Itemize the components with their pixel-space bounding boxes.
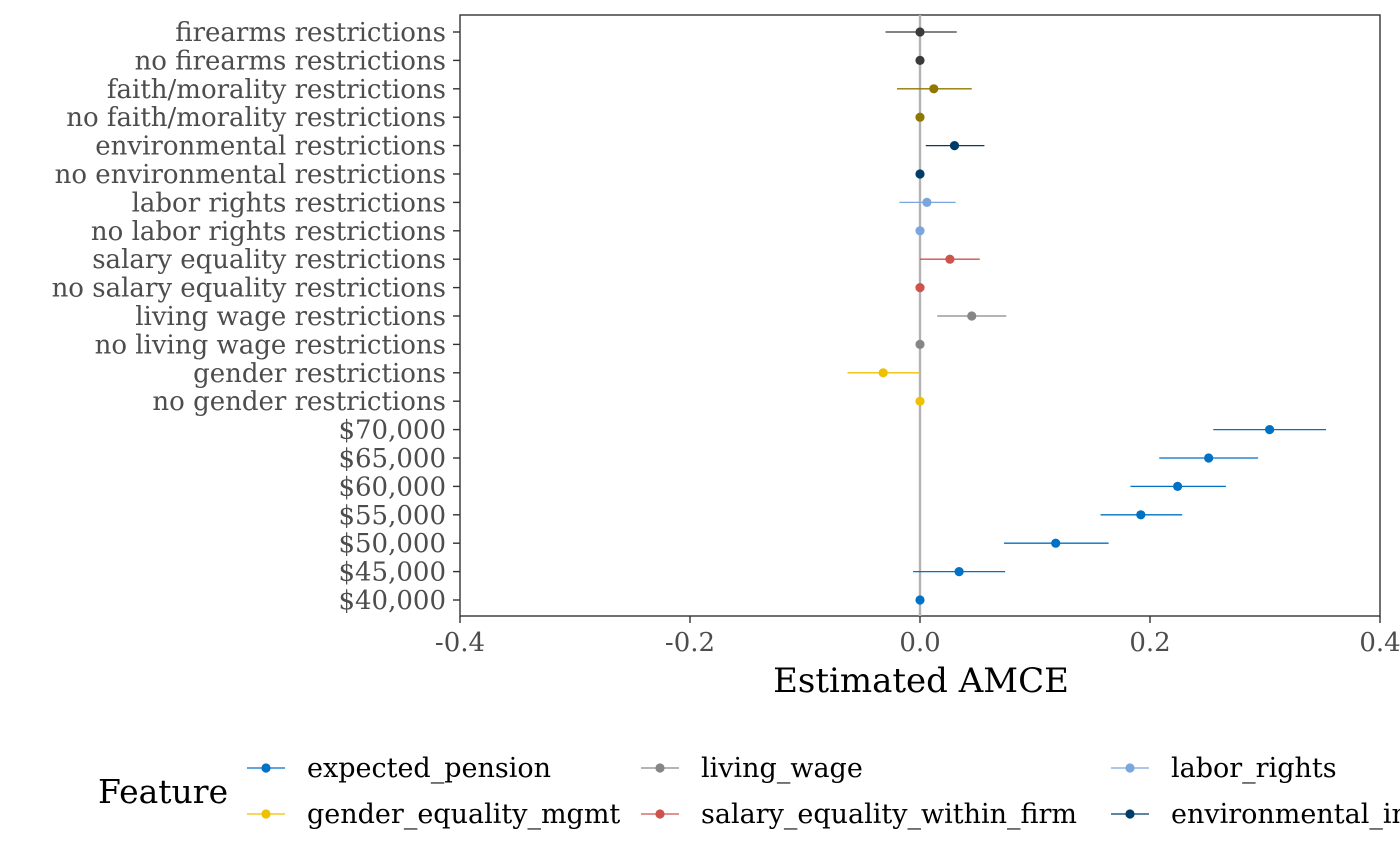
y-tick-label: $50,000 — [338, 529, 446, 559]
estimate-point — [915, 283, 925, 293]
estimate-point — [1204, 453, 1214, 463]
legend-key-point — [1125, 809, 1135, 819]
y-tick-label: $70,000 — [338, 416, 446, 446]
legend-key-point — [261, 809, 271, 819]
legend-label: labor_rights — [1171, 753, 1337, 784]
estimate-point — [929, 84, 939, 94]
estimate-point — [915, 339, 925, 349]
y-tick-label: gender restrictions — [193, 359, 446, 389]
x-tick-label: -0.2 — [665, 628, 715, 658]
legend-label: gender_equality_mgmt — [307, 799, 620, 830]
y-tick-label: environmental restrictions — [95, 132, 446, 162]
y-tick-label: no labor rights restrictions — [91, 217, 446, 247]
y-tick-label: $45,000 — [338, 558, 446, 588]
y-tick-label: no environmental restrictions — [55, 160, 446, 190]
x-axis: -0.4 -0.2 0.0 0.2 0.4 — [435, 616, 1400, 658]
estimate-point — [967, 311, 977, 321]
legend-key-point — [261, 763, 271, 773]
estimate-point — [915, 595, 925, 605]
x-tick-label: 0.0 — [899, 628, 940, 658]
legend-key-point — [655, 809, 665, 819]
x-axis-title: Estimated AMCE — [773, 661, 1069, 701]
y-tick-label: $55,000 — [338, 501, 446, 531]
estimate-point — [915, 27, 925, 37]
y-tick-label: firearms restrictions — [175, 18, 446, 48]
y-tick-label: salary equality restrictions — [92, 245, 446, 275]
data-marks — [847, 27, 1326, 605]
y-tick-label: no living wage restrictions — [95, 330, 446, 360]
estimate-point — [1173, 481, 1183, 491]
estimate-point — [915, 112, 925, 122]
y-tick-label: faith/morality restrictions — [107, 75, 446, 105]
estimate-point — [945, 254, 955, 264]
y-tick-label: no firearms restrictions — [135, 46, 446, 76]
legend-label: environmental_impact — [1171, 799, 1400, 830]
estimate-point — [915, 226, 925, 236]
estimate-point — [915, 55, 925, 65]
estimate-point — [949, 141, 960, 151]
y-tick-label: $60,000 — [338, 472, 446, 502]
legend-label: salary_equality_within_firm — [701, 799, 1077, 830]
estimate-point — [915, 169, 925, 179]
y-tick-label: $40,000 — [338, 586, 446, 616]
estimate-point — [1136, 510, 1146, 520]
y-tick-label: no gender restrictions — [152, 387, 446, 417]
estimate-point — [1051, 538, 1061, 548]
legend-key-point — [655, 763, 665, 773]
estimate-point — [922, 197, 932, 207]
y-tick-label: living wage restrictions — [135, 302, 446, 332]
x-tick-label: -0.4 — [435, 628, 485, 658]
x-tick-label: 0.4 — [1359, 628, 1400, 658]
legend-label: expected_pension — [307, 753, 551, 784]
legend-label: living_wage — [701, 753, 863, 784]
x-tick-label: 0.2 — [1129, 628, 1170, 658]
y-tick-label: labor rights restrictions — [132, 188, 446, 218]
y-tick-label: no salary equality restrictions — [52, 274, 446, 304]
estimate-point — [915, 396, 925, 406]
legend-title: Feature — [98, 772, 228, 811]
y-tick-label: no faith/morality restrictions — [66, 103, 446, 133]
legend-key-point — [1125, 763, 1135, 773]
estimate-point — [1265, 425, 1275, 435]
legend: expected_pension gender_equality_mgmt livi… — [247, 753, 1400, 830]
y-tick-label: $65,000 — [338, 444, 446, 474]
estimate-point — [878, 368, 888, 378]
estimate-point — [954, 567, 964, 577]
